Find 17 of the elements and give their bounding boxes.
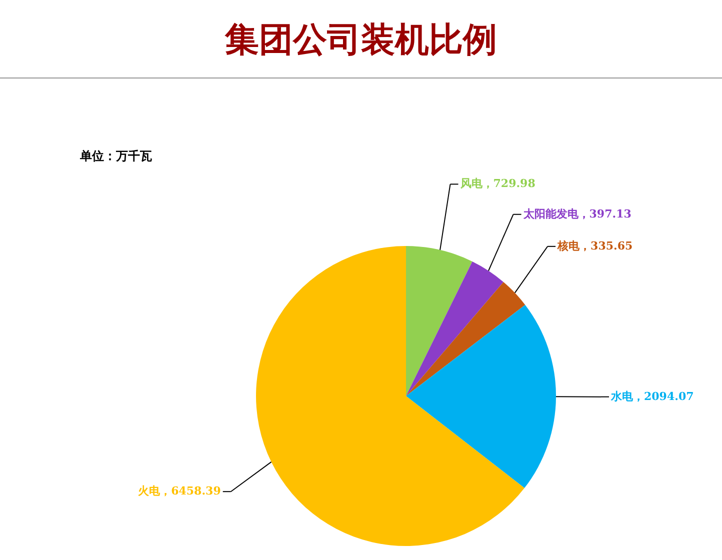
- data-label: ，6458.39: [160, 484, 221, 498]
- chart-title: 集团公司装机比例: [224, 20, 497, 60]
- pie-slice: [406, 246, 472, 396]
- data-label: ，2094.07: [633, 390, 694, 403]
- pie-slice: [406, 282, 526, 396]
- slice-label: 水电: [610, 390, 634, 403]
- text: 单位：万千瓦: [79, 149, 152, 163]
- data-label: ，335.65: [580, 239, 633, 252]
- data-label: ，397.13: [578, 207, 632, 220]
- slice-label: 火电: [138, 484, 162, 498]
- slice-label: 风电: [459, 177, 484, 190]
- slice-label: 核电: [556, 239, 581, 252]
- pie-slice: [256, 246, 524, 546]
- slice-label: 太阳能发电: [522, 207, 580, 220]
- pie-slice: [406, 261, 504, 396]
- data-label: ，729.98: [482, 177, 536, 190]
- pie-slice: [406, 304, 556, 488]
